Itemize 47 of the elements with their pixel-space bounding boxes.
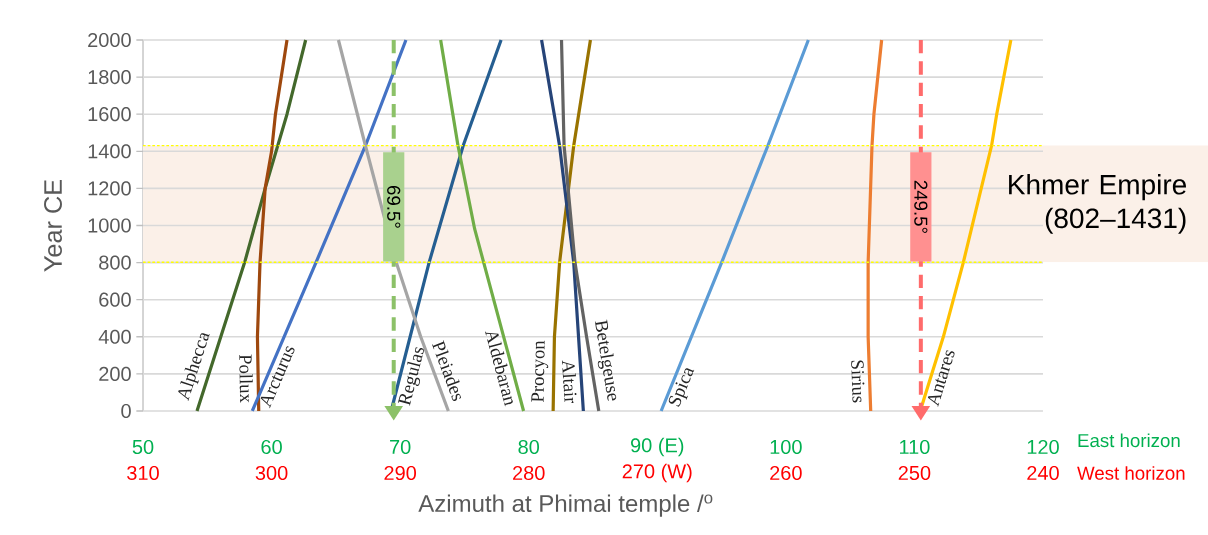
text: East horizon <box>1078 433 1180 448</box>
x-tick-label: 60 <box>261 439 282 455</box>
ref-line-label: 249.5° <box>914 180 928 233</box>
x-tick-label: 110 <box>900 439 930 455</box>
x-tick-label: 120 <box>1027 439 1059 455</box>
text: West horizon <box>1077 466 1185 480</box>
x2-tick-label: 280 <box>513 465 545 481</box>
y-tick-label: 1200 <box>88 181 131 196</box>
x2-tick-label: 270 (W) <box>622 463 692 483</box>
y-tick-label: 800 <box>99 255 131 270</box>
y-tick-label: 400 <box>98 329 131 344</box>
x-axis-title: Azimuth at Phimai temple /$^{o}$ <box>418 494 713 517</box>
x2-tick-label: 300 <box>255 465 288 481</box>
line-series <box>866 38 884 413</box>
text: Procyon <box>531 340 549 402</box>
y-axis-title: Year CE <box>44 179 62 272</box>
y-tick-label: 1800 <box>88 70 131 85</box>
y-tick-label: 0 <box>121 403 131 419</box>
x2-tick-label: 260 <box>770 465 802 481</box>
text: Antares <box>927 350 955 407</box>
text: Pleiades <box>432 340 461 401</box>
x-tick-label: 100 <box>770 439 802 455</box>
text: Regulas <box>397 347 424 406</box>
y-tick-label: 600 <box>99 292 131 307</box>
text: Sirius <box>851 360 865 403</box>
line-series <box>659 38 810 413</box>
text: Aldebaran <box>485 331 513 407</box>
x-tick-label: 70 <box>390 439 411 455</box>
x2-tick-label: 310 <box>127 465 159 481</box>
y-tick-label: 1000 <box>88 218 131 233</box>
x2-tick-label: 240 <box>1027 465 1059 481</box>
text: Pollux <box>239 354 253 403</box>
text: Spica <box>668 368 695 407</box>
x2-tick-label: 290 <box>384 465 417 481</box>
line-series <box>551 38 593 413</box>
ref-line-label: 69.5° <box>387 185 401 228</box>
y-tick-label: 1600 <box>88 107 131 122</box>
band-label: Khmer Empire (802–1431) <box>1009 174 1186 234</box>
x-tick-label: 80 <box>518 439 540 455</box>
y-tick-label: 200 <box>99 366 131 381</box>
text: Altair <box>561 360 577 404</box>
x-tick-label: 90 (E) <box>630 437 684 457</box>
y-tick-label: 1400 <box>88 144 131 159</box>
x2-tick-label: 250 <box>898 465 931 481</box>
text: Betelgeuse <box>594 319 617 401</box>
x-tick-label: 50 <box>132 439 154 455</box>
y-tick-label: 2000 <box>88 32 131 48</box>
